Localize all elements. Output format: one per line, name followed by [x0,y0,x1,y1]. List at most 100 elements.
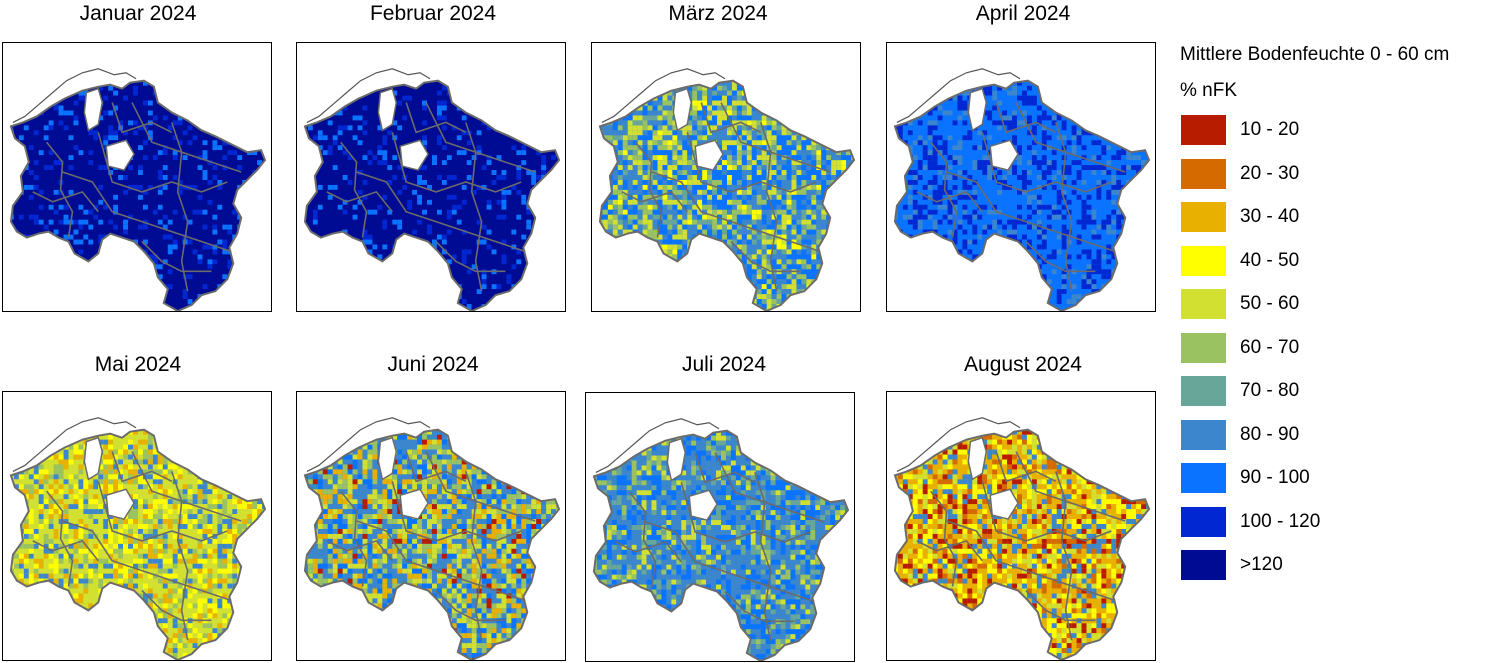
district-boundary [930,141,958,238]
panel-title: August 2024 [964,353,1082,376]
legend-label: 100 - 120 [1240,510,1321,532]
excluded-area [83,87,104,132]
legend-item: 80 - 90 [1181,419,1481,450]
legend-item: 90 - 100 [1181,463,1481,493]
coastline [306,417,431,472]
panel-title: Juli 2024 [681,353,767,376]
map-svg [9,417,267,660]
panel-title: März 2024 [668,2,768,25]
district-boundary [694,452,756,484]
legend-swatch [1181,550,1226,580]
legend-label: 80 - 90 [1240,423,1300,445]
state-border [592,429,850,661]
legend-swatch [1181,289,1226,319]
legend-swatch [1181,376,1226,406]
legend-label: 60 - 70 [1240,336,1300,358]
district-boundary [1054,471,1073,641]
state-border [303,428,561,660]
map-panel [886,42,1156,312]
legend-unit: % nFK [1180,80,1238,101]
excluded-area [694,139,724,171]
excluded-area [688,489,718,521]
map-panel [585,392,855,662]
legend-label: 10 - 20 [1240,119,1300,140]
map-svg [592,418,850,661]
legend-label: 50 - 60 [1240,293,1300,314]
district-boundary [759,122,778,292]
legend-swatch [1181,419,1226,450]
district-boundary [1025,240,1096,273]
legend-item: 40 - 50 [1181,245,1481,276]
legend-item: 60 - 70 [1181,332,1481,363]
district-boundary [730,240,801,273]
excluded-area [399,139,429,171]
legend-item: 100 - 120 [1181,506,1481,537]
excluded-area [989,488,1019,520]
legend-item: 10 - 20 [1181,115,1481,145]
coastline [601,68,726,123]
district-boundary [46,490,74,587]
excluded-area [377,436,398,481]
legend-label: 30 - 40 [1240,206,1300,227]
district-boundary [111,102,173,134]
map-svg [303,68,561,311]
district-boundary [435,589,506,622]
district-boundary [635,141,663,238]
district-boundary [686,132,817,193]
coastline [896,68,1021,123]
map-svg [893,417,1151,660]
map-svg [598,68,856,311]
district-boundary [753,472,772,642]
district-boundary [356,520,526,602]
district-boundary [916,539,983,562]
district-boundary [645,521,815,603]
district-boundary [340,141,368,238]
district-boundary [326,539,393,562]
district-boundary [946,520,1116,602]
map-svg [303,417,561,660]
map-panel [296,391,566,661]
legend-label: >120 [1240,554,1283,575]
legend-swatch [1181,115,1226,145]
district-boundary [32,539,99,562]
district-boundary [916,190,983,213]
district-boundary [930,490,958,587]
coastline [306,68,431,123]
district-boundary [170,122,189,292]
legend-label: 40 - 50 [1240,249,1300,271]
legend-swatch [1181,506,1226,537]
district-boundary [391,132,522,193]
district-boundary [651,171,821,253]
legend-swatch [1181,463,1226,493]
state-border [9,428,267,660]
panel-title: April 2024 [975,2,1071,25]
district-boundary [615,540,682,563]
district-boundary [170,471,189,641]
panel-title: Februar 2024 [369,2,497,25]
coastline [12,68,137,123]
excluded-area [967,436,988,481]
coastline [896,417,1021,472]
map-panel [2,391,272,661]
district-boundary [629,491,657,588]
district-boundary [326,190,393,213]
excluded-area [105,139,135,171]
excluded-area [377,87,398,132]
state-border [893,428,1151,660]
legend-item: >120 [1181,550,1481,580]
excluded-area [989,139,1019,171]
district-boundary [995,102,1057,134]
district-boundary [435,240,506,273]
district-boundary [405,451,467,483]
legend-swatch [1181,332,1226,363]
legend-swatch [1181,245,1226,276]
district-boundary [97,132,228,193]
map-panel [591,42,861,312]
map-svg [893,68,1151,311]
legend-item: 20 - 30 [1181,158,1481,189]
map-panel [296,42,566,312]
legend-item: 70 - 80 [1181,376,1481,406]
excluded-area [105,488,135,520]
district-boundary [724,590,795,623]
district-boundary [1054,122,1073,292]
